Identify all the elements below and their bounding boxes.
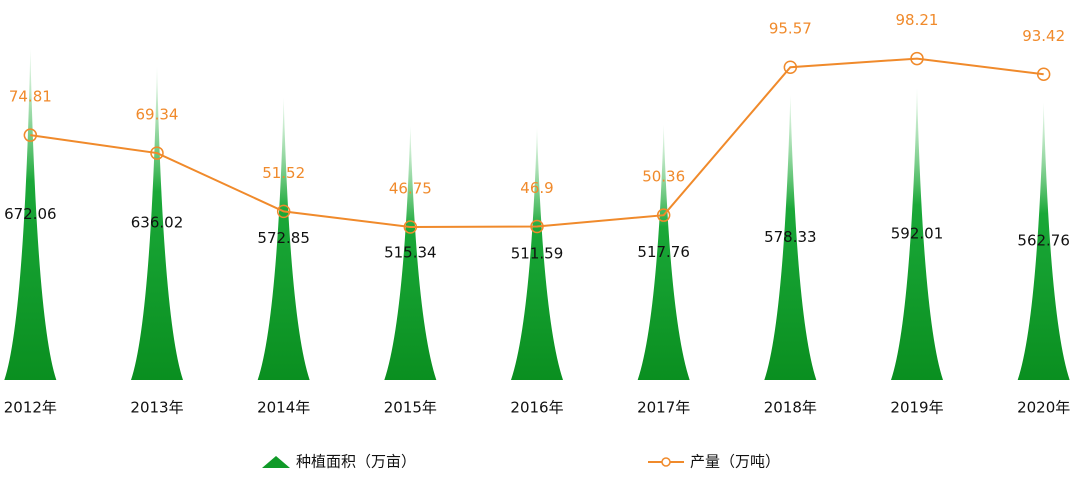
- line-marker: [656, 208, 671, 222]
- bar: [891, 88, 943, 380]
- bar-value-label: 636.02: [131, 214, 184, 232]
- bar-value-label: 578.33: [764, 228, 817, 246]
- bar: [764, 94, 817, 380]
- line-value-label: 98.21: [896, 11, 939, 29]
- bar: [131, 66, 183, 380]
- line-value-label: 51.52: [262, 164, 305, 182]
- bar-value-label: 517.76: [637, 243, 690, 261]
- line-value-label: 74.81: [9, 88, 52, 106]
- line-value-label: 46.75: [389, 180, 432, 198]
- legend-label: 产量（万吨）: [690, 453, 780, 471]
- legend-label: 种植面积（万亩）: [296, 453, 416, 471]
- line-value-label: 46.9: [520, 179, 553, 197]
- line-marker: [150, 146, 164, 160]
- bar: [637, 124, 690, 381]
- bar: [257, 97, 310, 380]
- x-tick-label: 2016年: [510, 399, 563, 417]
- line-value-label: 95.57: [769, 20, 812, 38]
- line-value-label: 93.42: [1022, 27, 1065, 45]
- bar-value-label: 572.85: [257, 229, 310, 247]
- x-tick-label: 2012年: [4, 399, 57, 417]
- bar: [511, 127, 563, 380]
- line-marker: [403, 220, 418, 234]
- line-marker: [276, 204, 291, 219]
- x-tick-label: 2014年: [257, 399, 310, 417]
- bar: [384, 125, 437, 380]
- legend-symbol: [262, 456, 290, 468]
- bar: [4, 48, 57, 380]
- x-tick-label: 2015年: [384, 399, 437, 417]
- legend-symbol: [661, 457, 671, 467]
- line-marker: [910, 51, 924, 66]
- line-marker: [1036, 67, 1051, 82]
- line-marker: [530, 219, 544, 234]
- x-tick-label: 2019年: [890, 399, 943, 417]
- bar-value-label: 515.34: [384, 243, 437, 261]
- line: [30, 57, 1044, 229]
- x-tick-label: 2013年: [130, 399, 183, 417]
- bar-value-label: 592.01: [891, 225, 944, 243]
- bar: [1017, 102, 1070, 380]
- x-tick-label: 2017年: [637, 399, 690, 417]
- line-value-label: 69.34: [136, 106, 179, 124]
- line-value-label: 50.36: [642, 168, 685, 186]
- bar-value-label: 562.76: [1017, 232, 1070, 250]
- x-tick-label: 2018年: [764, 399, 817, 417]
- line-marker: [23, 128, 38, 142]
- bar-value-label: 511.59: [511, 244, 564, 262]
- x-tick-label: 2020年: [1017, 399, 1070, 417]
- bar-value-label: 672.06: [4, 205, 57, 223]
- line-marker: [783, 60, 798, 74]
